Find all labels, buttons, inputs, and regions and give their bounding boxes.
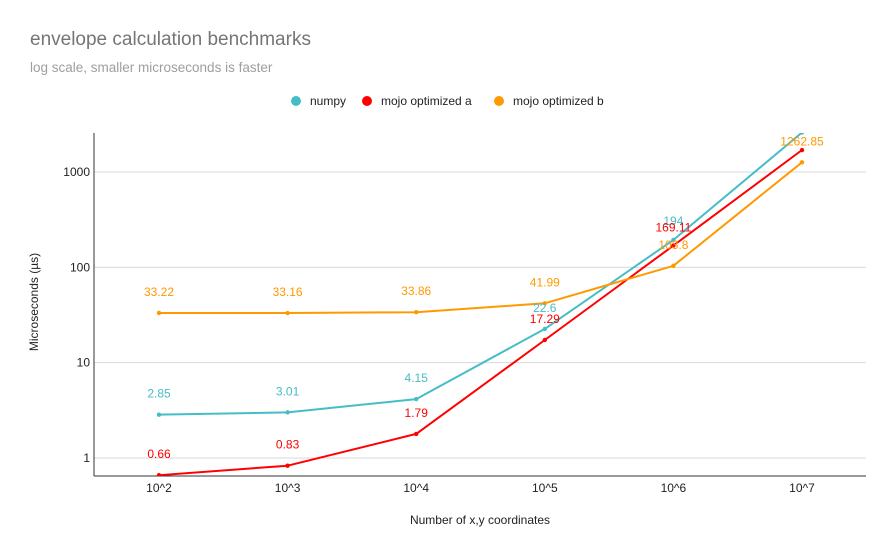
data-point	[156, 310, 162, 316]
series-line-mojo-optimized-a	[158, 149, 803, 476]
y-tick-label: 100	[70, 260, 90, 274]
data-point	[414, 396, 419, 402]
x-tick-label: 10^4	[403, 481, 429, 495]
data-label: 33.16	[273, 285, 303, 299]
legend[interactable]: numpy mojo optimized a mojo optimized b	[291, 94, 604, 108]
data-point	[285, 463, 290, 468]
data-point	[414, 309, 419, 315]
data-point	[156, 473, 162, 476]
series-lines	[156, 133, 805, 476]
data-label: 33.86	[401, 284, 431, 298]
data-point	[671, 243, 676, 248]
legend-marker	[291, 96, 301, 106]
y-tick-label: 1000	[63, 165, 90, 179]
legend-label: mojo optimized a	[381, 94, 472, 108]
data-point	[542, 337, 547, 343]
data-point	[414, 431, 419, 437]
data-point	[799, 147, 805, 153]
data-label: 0.83	[276, 438, 300, 452]
data-label: 22.6	[533, 301, 557, 315]
legend-item-mojo-optimized-b[interactable]: mojo optimized b	[494, 94, 604, 108]
legend-marker	[362, 96, 372, 106]
series-line-numpy	[158, 133, 803, 416]
legend-marker	[494, 96, 504, 106]
y-tick-label: 10	[77, 356, 91, 370]
x-tick-label: 10^6	[661, 481, 687, 495]
data-labels: 2.85 3.01 4.15 22.6 194 0.66 0.83 1.79 17.29 169.…	[144, 134, 824, 461]
data-point	[799, 160, 805, 165]
x-tick-label: 10^7	[789, 481, 815, 495]
data-label: 169.11	[655, 221, 691, 235]
y-tick-label: 1	[83, 451, 90, 465]
data-point	[671, 263, 676, 268]
data-point	[542, 301, 547, 306]
chart-subtitle: log scale, smaller microseconds is faste…	[30, 60, 273, 75]
axes: 1 10 100 1000 10^2 10^3 10^4 10^5 10^6 10^7	[63, 133, 866, 495]
data-label: 3.01	[276, 384, 300, 398]
data-point	[156, 412, 162, 417]
x-tick-label: 10^5	[532, 481, 558, 495]
legend-item-mojo-optimized-a[interactable]: mojo optimized a	[362, 94, 472, 108]
x-axis-title: Number of x,y coordinates	[410, 513, 550, 527]
data-label: 194	[663, 214, 683, 228]
data-label: 41.99	[530, 275, 560, 289]
gridlines	[94, 171, 866, 459]
data-point	[285, 410, 290, 415]
data-label: 17.29	[530, 312, 560, 326]
data-point	[285, 310, 290, 316]
data-label: 1262.85	[780, 134, 824, 148]
data-label: 2.85	[147, 387, 171, 401]
data-label: 4.15	[405, 371, 429, 385]
legend-label: numpy	[310, 94, 346, 108]
y-axis-title: Microseconds (µs)	[27, 253, 41, 351]
data-label: 0.66	[147, 447, 171, 461]
data-point	[799, 133, 805, 135]
data-label: 103.8	[658, 238, 688, 252]
legend-label: mojo optimized b	[513, 94, 604, 108]
data-label: 33.22	[144, 285, 174, 299]
x-tick-label: 10^2	[146, 481, 172, 495]
data-point	[542, 326, 547, 332]
legend-item-numpy[interactable]: numpy	[291, 94, 346, 108]
data-label: 1.79	[405, 406, 429, 420]
x-tick-label: 10^3	[275, 481, 301, 495]
series-line-mojo-optimized-b	[159, 161, 803, 314]
chart-title: envelope calculation benchmarks	[30, 29, 311, 50]
data-point	[671, 237, 676, 243]
